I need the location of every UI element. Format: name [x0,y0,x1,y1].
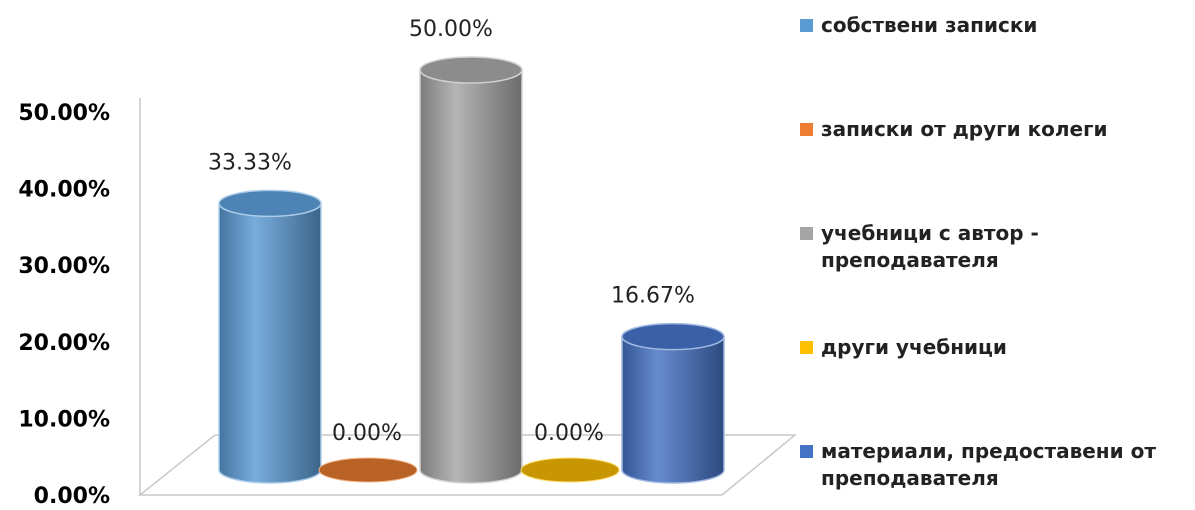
legend-label: учебници с автор - преподавателя [821,221,1039,272]
legend-label: материали, предоставени от преподавателя [821,439,1156,490]
bar-top [218,189,322,218]
data-label: 50.00% [409,17,493,42]
legend-item: записки от други колеги [800,116,1191,143]
bar-5 [621,322,725,484]
data-labels: 33.33% 0.00% 50.00% 0.00% 16.67% [208,17,695,446]
legend-label: записки от други колеги [821,117,1108,141]
bar-3 [419,56,523,484]
legend-item: други учебници [800,334,1191,361]
legend-swatch [800,341,813,354]
legend-swatch [800,227,813,240]
y-tick-label: 50.00% [18,101,110,126]
y-tick-label: 0.00% [34,484,110,509]
bar-4 [520,457,620,483]
legend-swatch [800,445,813,458]
y-tick-label: 40.00% [18,178,110,203]
y-tick-label: 10.00% [18,407,110,432]
data-label: 16.67% [611,284,695,309]
y-tick-label: 30.00% [18,254,110,279]
legend-item: собствени записки [800,12,1191,39]
data-label: 0.00% [534,421,604,446]
legend-label: други учебници [821,335,1007,359]
bar-1 [218,189,322,484]
bar-body [218,202,322,484]
bars [218,56,725,484]
legend-swatch [800,19,813,32]
legend-item: учебници с автор - преподавателя [800,220,1191,274]
bar-disc [318,457,418,483]
bar-body [419,69,523,484]
bar-top [621,322,725,351]
data-label: 33.33% [208,150,292,175]
bar-top [419,56,523,84]
bar-disc [520,457,620,483]
legend-swatch [800,123,813,136]
y-tick-label: 20.00% [18,331,110,356]
legend-label: собствени записки [821,13,1038,37]
bar-2 [318,457,418,483]
y-axis-ticks: 0.00% 10.00% 20.00% 30.00% 40.00% 50.00% [18,101,110,509]
data-label: 0.00% [332,421,402,446]
bar-body [621,335,725,484]
legend-item: материали, предоставени от преподавателя [800,438,1191,492]
